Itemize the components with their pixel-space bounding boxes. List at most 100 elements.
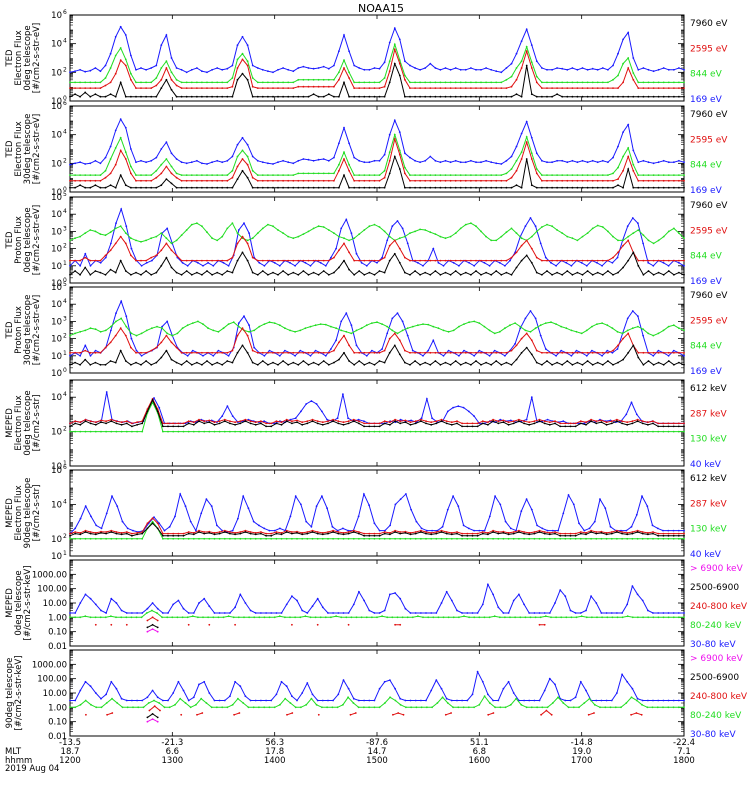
- y-tick-label: 100.00: [37, 585, 67, 595]
- series-844-ev: [69, 317, 685, 337]
- y-tick-exponent: 6: [63, 100, 67, 107]
- x-tick-label: -14.8: [571, 738, 593, 748]
- legend-entry: 2595 eV: [690, 44, 728, 54]
- y-tick-exponent: 4: [63, 498, 67, 505]
- y-tick-exponent: 4: [63, 208, 67, 215]
- y-tick-exponent: 0: [63, 95, 67, 102]
- series-169-ev: [69, 118, 685, 166]
- x-axis-labels: -13.5 -21.3 56.3 -87.6 51.1 -14.8 -22.4 MLT 18.7…: [5, 15, 695, 774]
- series-2500-6900: [146, 623, 159, 629]
- y-tick-label: 1.00: [48, 613, 67, 623]
- y-axis-label-line: Electron Flux: [14, 121, 24, 176]
- series-line: [147, 718, 158, 723]
- series-line: [69, 391, 684, 424]
- series-line: [70, 132, 684, 176]
- data-point: [187, 623, 190, 626]
- y-tick-label: 0.01: [48, 642, 67, 652]
- series-line: [70, 609, 684, 618]
- series-612-kev: [69, 398, 685, 428]
- panel-8: 0.01 0.10 1.00 10.00 100.00 1000.00 90deg tele…: [5, 649, 748, 742]
- legend-entry: 169 eV: [690, 277, 723, 287]
- series-line: [69, 492, 684, 534]
- series-line: [69, 398, 684, 427]
- series-line: [69, 397, 684, 424]
- y-tick-exponent: 0: [63, 186, 67, 193]
- y-axis-label-line: 0deg telescope: [14, 570, 24, 635]
- y-tick-label: 10: [51, 245, 62, 255]
- y-tick-label: 10: [51, 159, 62, 169]
- series-169-ev: [69, 25, 685, 74]
- x-tick-label: 19.0: [572, 747, 591, 757]
- y-tick-exponent: 0: [63, 367, 67, 374]
- series-line: [69, 522, 684, 537]
- x-tick-label: -22.4: [673, 738, 695, 748]
- y-tick-label: 10: [51, 466, 62, 476]
- legend-entry: 240-800 keV: [690, 602, 748, 612]
- series-7960-ev: [69, 154, 685, 189]
- data-point: [291, 623, 293, 626]
- y-axis-label-line: TED: [5, 49, 15, 68]
- x-tick-label: 1500: [366, 756, 388, 766]
- y-axis-label-line: [#/cm2-s-str]: [32, 395, 42, 452]
- series-line: [147, 713, 158, 718]
- data-point: [94, 623, 97, 626]
- legend-entry: 2595 eV: [690, 135, 728, 145]
- x-tick-label: -13.5: [59, 738, 81, 748]
- series-line: [147, 616, 545, 626]
- y-tick-label: 0.01: [48, 732, 67, 742]
- panel-frame: [69, 649, 685, 737]
- y-tick-label: 10: [51, 552, 62, 562]
- legend-entry: 2595 eV: [690, 316, 728, 326]
- x-tick-label: 1800: [673, 756, 695, 766]
- y-tick-label: 100.00: [37, 675, 67, 685]
- data-point: [110, 623, 113, 626]
- series-287-kev: [69, 397, 685, 425]
- y-tick-exponent: 2: [63, 243, 67, 250]
- y-axis-label: MEPED0deg telescope[#/cm2-s-str-keV]: [5, 566, 33, 641]
- legend-entry: > 6900 keV: [690, 654, 744, 664]
- series-30-80-kev: [69, 583, 685, 614]
- y-tick-exponent: 0: [63, 277, 67, 284]
- y-axis-label: 90deg telescope[#/cm2-s-str-keV]: [5, 656, 24, 731]
- y-axis-label-line: Electron Flux: [14, 485, 24, 540]
- x-tick-label: 17.8: [265, 747, 284, 757]
- y-axis-label-line: 30deg telescope: [23, 295, 33, 366]
- series-844-ev: [69, 222, 685, 245]
- series-line: [69, 222, 685, 245]
- legend-entry: 287 keV: [690, 499, 727, 509]
- y-axis-label-line: Proton Flux: [14, 216, 24, 264]
- y-axis-label: MEPEDElectron Flux90deg telescope[#/cm2-…: [5, 478, 42, 549]
- series-line: [70, 42, 684, 83]
- series-2595-ev: [69, 47, 685, 89]
- legend-entry: 80-240 keV: [690, 711, 742, 721]
- series-line: [70, 137, 684, 182]
- y-tick-exponent: 1: [63, 260, 67, 267]
- panel-frame: [69, 559, 685, 647]
- legend-entry: 169 eV: [690, 367, 723, 377]
- data-point: [316, 623, 319, 626]
- legend-entry: 844 eV: [690, 70, 723, 80]
- y-axis-label-line: 90deg telescope: [5, 658, 15, 729]
- series-80-240-kev: [69, 609, 685, 619]
- y-axis-label-line: [#/cm2-s-str-eV]: [32, 295, 42, 365]
- legend-entry: 80-240 keV: [690, 621, 742, 631]
- data-point: [180, 713, 183, 716]
- x-row-label: MLT: [5, 747, 22, 757]
- series-2500-6900: [146, 713, 159, 719]
- series-line: [106, 705, 642, 716]
- y-tick-label: 10: [51, 97, 62, 107]
- y-axis-label-line: TED: [5, 321, 15, 340]
- series-240-800-kev: [85, 705, 643, 716]
- y-tick-label: 10: [51, 317, 62, 327]
- data-point: [347, 623, 350, 626]
- series-7960-ev: [69, 344, 685, 366]
- y-tick-label: 10: [51, 210, 62, 220]
- series-80-240-kev: [69, 695, 685, 709]
- series-line: [70, 327, 684, 354]
- x-tick-label: 1600: [469, 756, 491, 766]
- legend-entry: 240-800 keV: [690, 692, 748, 702]
- legend-entry: 287 keV: [690, 409, 727, 419]
- y-tick-exponent: 1: [63, 460, 67, 467]
